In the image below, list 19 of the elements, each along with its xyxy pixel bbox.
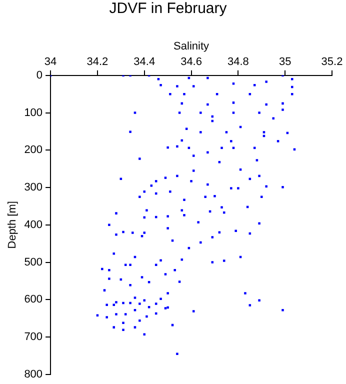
y-tick-label: 200 [24, 144, 43, 156]
y-tick-label: 400 [24, 218, 43, 231]
y-tick-label: 0 [36, 69, 43, 82]
y-tick-label: 800 [24, 368, 43, 380]
y-tick-label: 500 [24, 256, 43, 268]
x-tick-label: 34.6 [180, 56, 202, 68]
y-tick-label: 100 [24, 106, 43, 119]
x-axis-title: Salinity [174, 40, 210, 53]
x-tick-label: 34.2 [86, 56, 108, 68]
y-tick-label: 700 [24, 331, 43, 344]
x-tick-label: 34.8 [227, 56, 249, 68]
y-tick-label: 600 [24, 294, 43, 306]
y-tick-label: 300 [24, 182, 43, 194]
chart-title: JDVF in February [109, 0, 228, 18]
y-axis-title: Depth [m] [6, 201, 19, 249]
x-tick-label: 35.2 [321, 56, 343, 68]
x-tick-label: 35 [278, 56, 292, 68]
x-tick-label: 34.4 [134, 56, 156, 68]
x-tick-label: 34 [44, 56, 57, 68]
